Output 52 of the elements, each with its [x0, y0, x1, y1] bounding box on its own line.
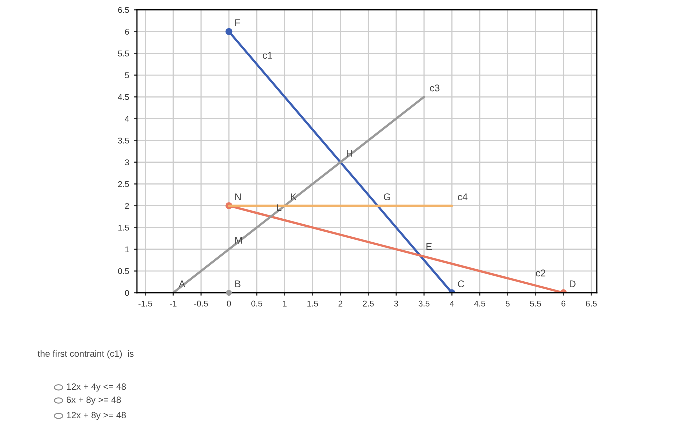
- x-tick-label: 2: [338, 300, 343, 307]
- x-tick-label: -1: [170, 300, 177, 307]
- text: 12x + 8y >= 48: [67, 412, 126, 420]
- point: [226, 290, 232, 296]
- y-tick-label: 5: [125, 72, 130, 78]
- y-tick-label: 2.5: [118, 181, 130, 188]
- y-tick-label: 6.5: [118, 7, 130, 14]
- x-tick-label: 3.5: [418, 300, 430, 307]
- x-tick-label: 5: [506, 300, 510, 307]
- x-tick-label: 4: [450, 300, 454, 307]
- x-tick-label: 0: [227, 300, 232, 307]
- y-tick-label: 1.5: [118, 225, 130, 231]
- x-tick-label: 1.5: [308, 300, 318, 307]
- y-tick-label: 1: [126, 246, 130, 253]
- annotation: c2: [536, 270, 546, 277]
- x-tick-label: -1.5: [138, 300, 152, 307]
- annotation: c4: [458, 194, 468, 200]
- x-tick-label: 1: [283, 300, 287, 307]
- x-tick-label: 3: [394, 300, 398, 307]
- x-tick-label: 4.5: [474, 300, 486, 307]
- y-tick-label: 4.5: [118, 94, 130, 100]
- annotation: c1: [263, 52, 272, 60]
- y-tick-label: 5.5: [118, 50, 130, 57]
- x-tick-label: 6: [562, 300, 566, 307]
- y-tick-label: 2: [125, 203, 130, 209]
- annotation: F: [236, 20, 240, 26]
- y-tick-label: 6: [125, 29, 130, 35]
- text: the first contraint (c1) is: [38, 350, 134, 359]
- annotation: H: [347, 150, 352, 157]
- annotation: c3: [430, 84, 440, 92]
- x-tick-label: 2.5: [363, 300, 374, 307]
- x-tick-label: 0.5: [252, 300, 262, 307]
- x-tick-label: -0.5: [194, 300, 208, 307]
- annotation: K: [291, 194, 297, 200]
- annotation: M: [236, 237, 242, 244]
- text: 12x + 4y <= 48: [67, 384, 126, 392]
- annotation: E: [426, 243, 432, 250]
- annotation: A: [179, 280, 186, 288]
- y-tick-label: 4: [125, 116, 130, 122]
- y-tick-label: 3: [125, 160, 130, 166]
- y-tick-label: 0.5: [118, 268, 130, 274]
- annotation: D: [570, 280, 576, 288]
- x-tick-label: 5.5: [530, 300, 542, 307]
- x-tick-label: 6.5: [586, 300, 597, 307]
- annotation: C: [458, 280, 464, 288]
- y-tick-label: 0: [125, 290, 130, 296]
- text: 6x + 8y >= 48: [66, 396, 122, 405]
- point: [226, 28, 233, 36]
- annotation: N: [236, 194, 241, 200]
- annotation: B: [236, 280, 241, 288]
- y-tick-label: 3.5: [118, 138, 130, 144]
- annotation: G: [384, 194, 390, 200]
